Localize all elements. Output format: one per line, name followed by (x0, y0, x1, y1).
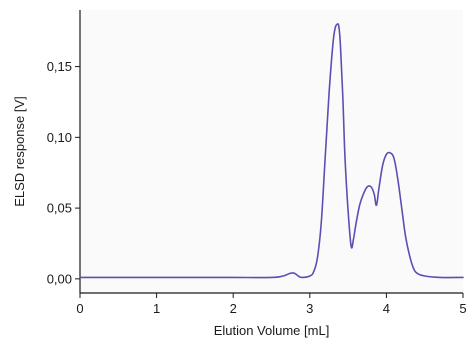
plot-area (80, 10, 463, 293)
x-tick-label: 4 (383, 301, 390, 316)
x-axis-title: Elution Volume [mL] (214, 323, 330, 338)
axes (79, 10, 463, 294)
y-axis-title: ELSD response [V] (12, 96, 27, 207)
x-tick-label: 5 (459, 301, 466, 316)
x-tick-label: 1 (153, 301, 160, 316)
y-tick-label: 0,00 (47, 271, 72, 286)
x-tick-label: 0 (76, 301, 83, 316)
y-tick-label: 0,10 (47, 130, 72, 145)
x-tick-label: 3 (306, 301, 313, 316)
x-tick-label: 2 (230, 301, 237, 316)
y-tick-label: 0,15 (47, 59, 72, 74)
ticks: 0 1 2 3 4 5 0,00 0,05 0,10 0,15 (47, 59, 467, 316)
series-group (79, 23, 464, 279)
elsd-series-line (79, 23, 464, 279)
y-tick-label: 0,05 (47, 201, 72, 216)
